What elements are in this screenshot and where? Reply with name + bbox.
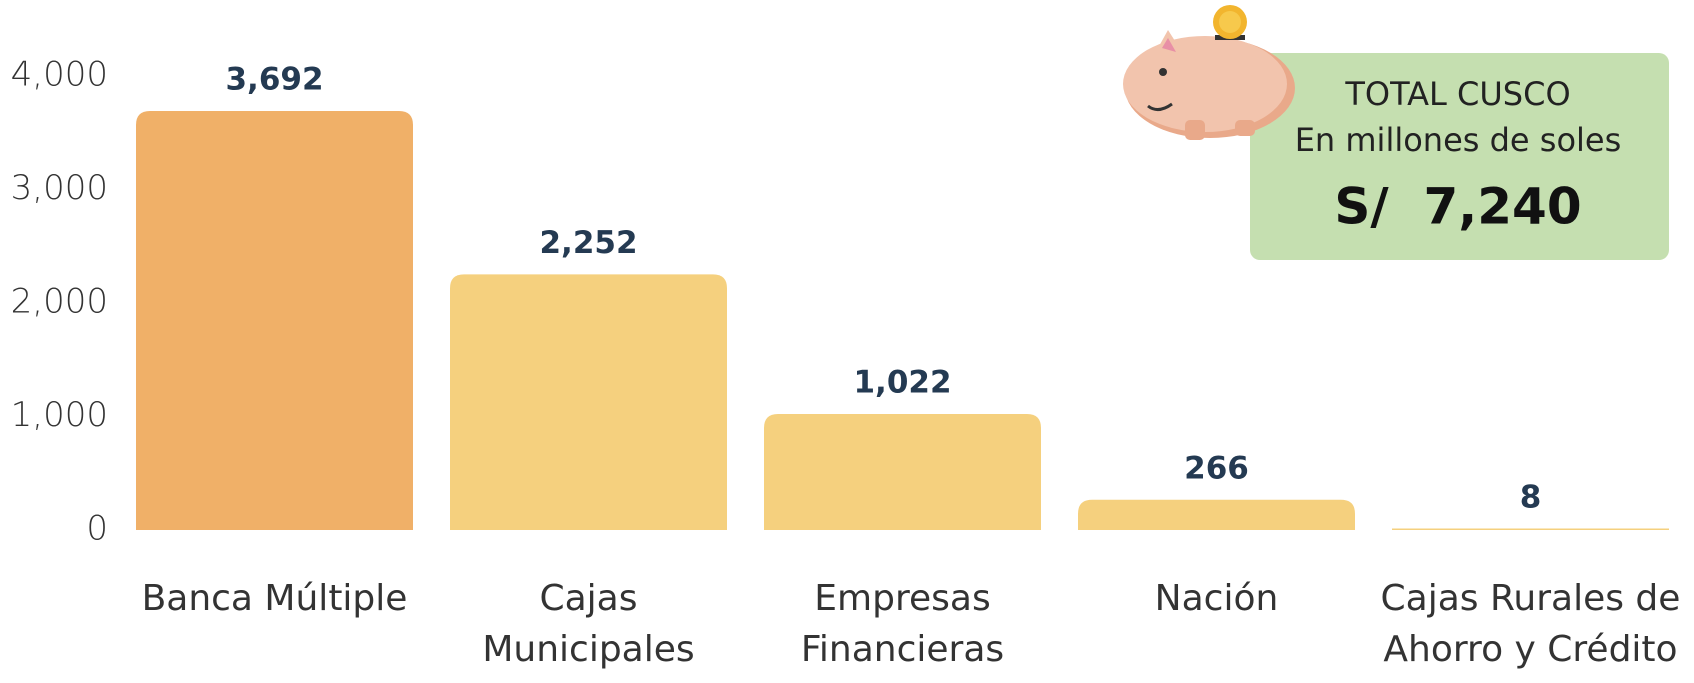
x-tick-label: Empresas (814, 578, 990, 619)
box-subtitle: En millones de soles (1295, 121, 1622, 159)
y-tick-label: 2,000 (11, 282, 108, 322)
box-total: S/ 7,240 (1334, 178, 1581, 236)
x-tick-label: Banca Múltiple (142, 578, 408, 619)
value-label: 266 (1184, 450, 1249, 486)
bar (450, 274, 727, 530)
x-tick-label: Ahorro y Crédito (1383, 629, 1677, 670)
box-title: TOTAL CUSCO (1344, 75, 1570, 113)
bar (1078, 499, 1355, 530)
bar-line (1392, 528, 1669, 530)
x-tick-label: Nación (1155, 578, 1279, 619)
value-label: 2,252 (539, 225, 637, 261)
value-label: 1,022 (853, 365, 951, 401)
total-box (1250, 53, 1669, 260)
y-tick-label: 3,000 (11, 168, 108, 208)
x-tick-label: Cajas Rurales de (1381, 578, 1681, 619)
x-tick-label: Municipales (482, 629, 694, 670)
bar (136, 110, 413, 530)
y-tick-label: 0 (86, 509, 108, 549)
y-tick-label: 1,000 (11, 395, 108, 435)
value-label: 3,692 (225, 61, 323, 97)
y-tick-label: 4,000 (11, 55, 108, 95)
x-tick-label: Cajas (539, 578, 637, 619)
piggy-icon (1123, 5, 1295, 140)
value-label: 8 (1520, 480, 1542, 516)
x-tick-label: Financieras (801, 629, 1004, 670)
bar (764, 414, 1041, 530)
